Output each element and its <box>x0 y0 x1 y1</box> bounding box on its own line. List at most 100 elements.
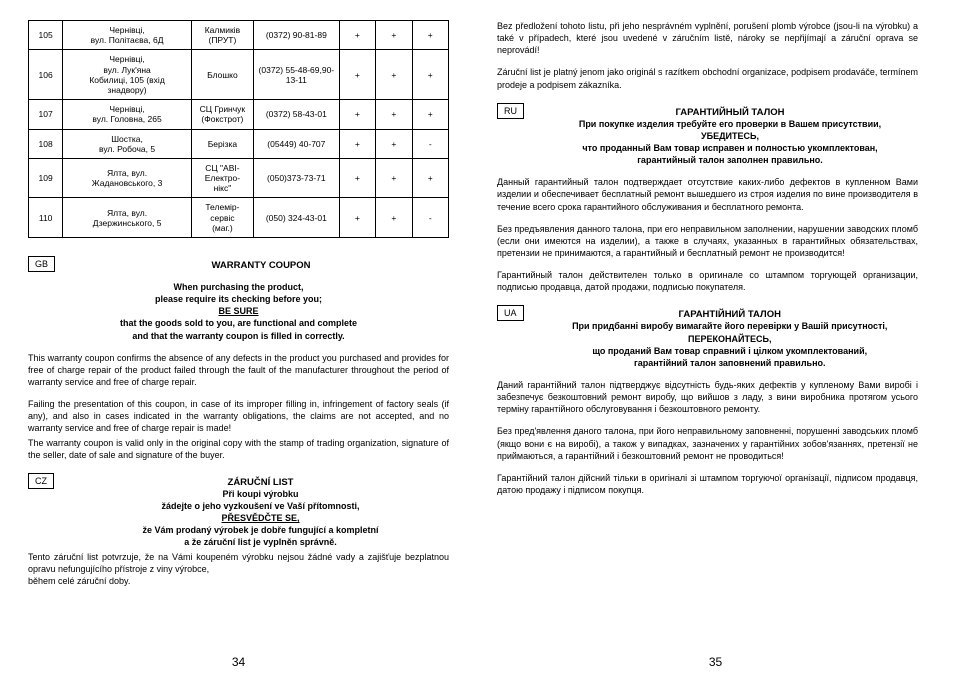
cell-c2: + <box>376 158 412 198</box>
cell-addr: Чернівці,вул. Політаєва, 6Д <box>63 21 192 50</box>
gb-head1: When purchasing the product, <box>174 282 304 292</box>
gb-p3: The warranty coupon is valid only in the… <box>28 437 449 461</box>
cell-num: 110 <box>29 198 63 238</box>
cell-addr: Ялта, вул.Дзержинського, 5 <box>63 198 192 238</box>
ua-head: При придбанні виробу вимагайте його пере… <box>542 320 918 369</box>
table-row: 106Чернівці,вул. Лук'янаКобилиці, 105 (в… <box>29 50 449 100</box>
cell-name: Калмиків(ПРУТ) <box>191 21 253 50</box>
gb-head: When purchasing the product, please requ… <box>28 281 449 342</box>
cell-c1: + <box>339 100 375 129</box>
cell-c1: + <box>339 21 375 50</box>
cz-p1: Tento záruční list potvrzuje, že na Vámi… <box>28 551 449 575</box>
ru-section: RU ГАРАНТИЙНЫЙ ТАЛОН При покупке изделия… <box>497 101 918 177</box>
czr-p2: Záruční list je platný jenom jako origin… <box>497 66 918 90</box>
ua-head3: що проданий Вам товар справний і цілком … <box>592 346 867 356</box>
ua-section: UA ГАРАНТІЙНИЙ ТАЛОН При придбанні вироб… <box>497 303 918 379</box>
cell-addr: Ялта, вул.Жадановського, 3 <box>63 158 192 198</box>
cell-c1: + <box>339 198 375 238</box>
ru-head4: гарантийный талон заполнен правильно. <box>637 155 823 165</box>
cz-p2: během celé záruční doby. <box>28 575 449 587</box>
gb-head2: please require its checking before you; <box>155 294 322 304</box>
gb-p1: This warranty coupon confirms the absenc… <box>28 352 449 388</box>
ua-p1: Даний гарантійний талон підтверджує відс… <box>497 379 918 415</box>
ru-p1: Данный гарантийный талон подтверждает от… <box>497 176 918 212</box>
cell-phone: (050)373-73-71 <box>253 158 339 198</box>
cell-c1: + <box>339 50 375 100</box>
ru-p2: Без предъявления данного талона, при его… <box>497 223 918 259</box>
cell-addr: Шостка,вул. Робоча, 5 <box>63 129 192 158</box>
cz-head4: že Vám prodaný výrobek je dobře fungujíc… <box>142 525 378 535</box>
cell-c3: + <box>412 100 448 129</box>
cell-name: Телемір-сервіс(маг.) <box>191 198 253 238</box>
cell-c2: + <box>376 21 412 50</box>
cell-c1: + <box>339 129 375 158</box>
cell-c2: + <box>376 198 412 238</box>
ru-lang-box: RU <box>497 103 524 119</box>
cell-c2: + <box>376 50 412 100</box>
cell-phone: (0372) 90-81-89 <box>253 21 339 50</box>
cell-c3: + <box>412 158 448 198</box>
cz-head1: Při koupi výrobku <box>222 489 298 499</box>
page-num-right: 35 <box>709 655 722 669</box>
ru-head2: УБЕДИТЕСЬ, <box>701 131 759 141</box>
cell-phone: (050) 324-43-01 <box>253 198 339 238</box>
cell-num: 107 <box>29 100 63 129</box>
cz-head5: a že záruční list je vyplněn správně. <box>184 537 337 547</box>
gb-p2: Failing the presentation of this coupon,… <box>28 398 449 434</box>
cell-num: 106 <box>29 50 63 100</box>
table-row: 109Ялта, вул.Жадановського, 3СЦ "АВІ-Еле… <box>29 158 449 198</box>
right-page: Bez předložení tohoto listu, při jeho ne… <box>477 0 954 675</box>
ua-p2: Без пред'явлення даного талона, при його… <box>497 425 918 461</box>
gb-title: WARRANTY COUPON <box>73 260 449 271</box>
cz-head3: PŘESVĚDČTE SE, <box>221 513 299 523</box>
ua-head4: гарантійний талон заповнений правильно. <box>634 358 826 368</box>
cell-c1: + <box>339 158 375 198</box>
cell-num: 105 <box>29 21 63 50</box>
cell-c2: + <box>376 129 412 158</box>
cell-num: 109 <box>29 158 63 198</box>
gb-section: GB WARRANTY COUPON <box>28 254 449 281</box>
table-row: 110Ялта, вул.Дзержинського, 5Телемір-сер… <box>29 198 449 238</box>
cell-c3: - <box>412 129 448 158</box>
table-row: 107Чернівці,вул. Головна, 265СЦ Гринчук(… <box>29 100 449 129</box>
cell-c2: + <box>376 100 412 129</box>
cell-c3: - <box>412 198 448 238</box>
ru-head3: что проданный Вам товар исправен и полно… <box>582 143 877 153</box>
cell-name: Блошко <box>191 50 253 100</box>
czr-p1: Bez předložení tohoto listu, při jeho ne… <box>497 20 918 56</box>
ru-head1: При покупке изделия требуйте его проверк… <box>579 119 881 129</box>
service-table: 105Чернівці,вул. Політаєва, 6ДКалмиків(П… <box>28 20 449 238</box>
cell-c3: + <box>412 21 448 50</box>
table-row: 105Чернівці,вул. Політаєва, 6ДКалмиків(П… <box>29 21 449 50</box>
cz-lang-box: CZ <box>28 473 54 489</box>
ua-p3: Гарантійний талон дійсний тільки в оригі… <box>497 472 918 496</box>
cell-num: 108 <box>29 129 63 158</box>
table-row: 108Шостка,вул. Робоча, 5Берізка(05449) 4… <box>29 129 449 158</box>
ua-title: ГАРАНТІЙНИЙ ТАЛОН <box>542 309 918 320</box>
gb-head5: and that the warranty coupon is filled i… <box>132 331 344 341</box>
cell-c3: + <box>412 50 448 100</box>
ru-head: При покупке изделия требуйте его проверк… <box>542 118 918 167</box>
cell-phone: (0372) 58-43-01 <box>253 100 339 129</box>
cz-head: Při koupi výrobku žádejte o jeho vyzkouš… <box>72 488 449 549</box>
page-num-left: 34 <box>232 655 245 669</box>
cell-name: Берізка <box>191 129 253 158</box>
ua-head2: ПЕРЕКОНАЙТЕСЬ, <box>688 334 771 344</box>
cell-addr: Чернівці,вул. Головна, 265 <box>63 100 192 129</box>
cz-section: CZ ZÁRUČNÍ LIST Při koupi výrobku žádejt… <box>28 471 449 551</box>
ru-title: ГАРАНТИЙНЫЙ ТАЛОН <box>542 107 918 118</box>
cell-name: СЦ "АВІ-Електро-нікс" <box>191 158 253 198</box>
gb-head3: BE SURE <box>218 306 258 316</box>
ua-head1: При придбанні виробу вимагайте його пере… <box>572 321 887 331</box>
gb-head4: that the goods sold to you, are function… <box>120 318 357 328</box>
gb-lang-box: GB <box>28 256 55 272</box>
left-page: 105Чернівці,вул. Політаєва, 6ДКалмиків(П… <box>0 0 477 675</box>
cell-name: СЦ Гринчук(Фокстрот) <box>191 100 253 129</box>
cz-title: ZÁRUČNÍ LIST <box>72 477 449 488</box>
ua-lang-box: UA <box>497 305 524 321</box>
cell-phone: (05449) 40-707 <box>253 129 339 158</box>
cell-addr: Чернівці,вул. Лук'янаКобилиці, 105 (вхід… <box>63 50 192 100</box>
cell-phone: (0372) 55-48-69,90-13-11 <box>253 50 339 100</box>
ru-p3: Гарантийный талон действителен только в … <box>497 269 918 293</box>
cz-head2: žádejte o jeho vyzkoušení ve Vaší přítom… <box>161 501 359 511</box>
